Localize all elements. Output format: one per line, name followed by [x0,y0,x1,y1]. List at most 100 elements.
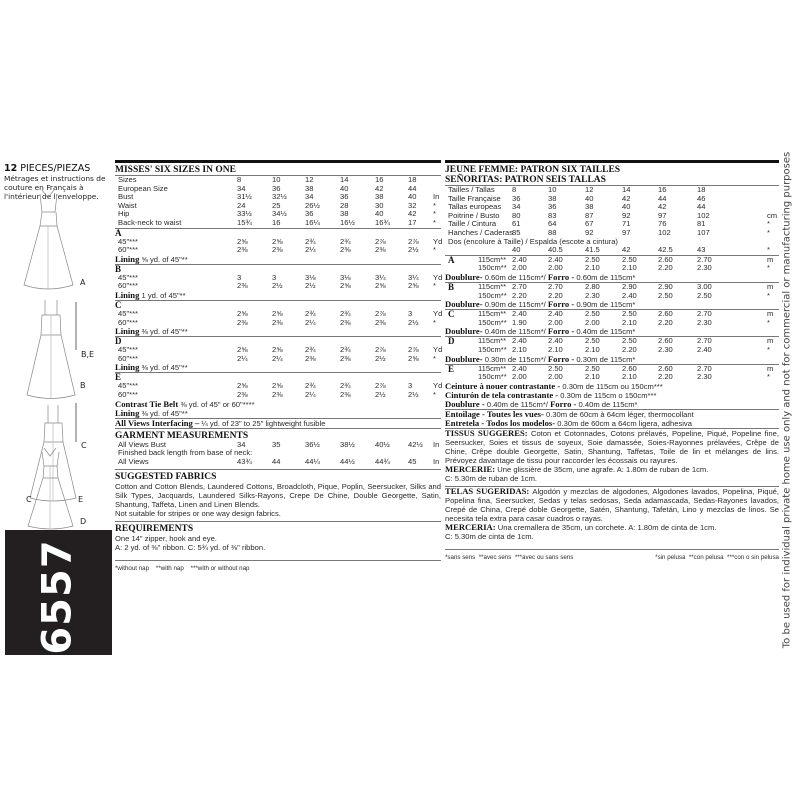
row-value: 43 [697,245,706,255]
row-value: 16 [658,185,667,194]
row-value: 2⅞ [375,345,386,355]
table-row: 150cm** 1.90 2.00 2.00 2.10 2.20 2.30 * [445,317,779,328]
row-value: 2⅜ [237,245,248,255]
row-value: 1.90 [512,317,527,327]
table-row: 150cm** 2.00 2.00 2.10 2.10 2.20 2.30 * [445,372,779,382]
row-value: 2.30 [697,372,712,382]
row-value: 16¼ [305,217,320,227]
row-value: 2.20 [658,263,673,273]
row-value: 2.00 [585,317,600,327]
row-value: 2.70 [548,281,563,291]
row-value: 10 [548,185,557,194]
bold-label: All Views Interfacing – [115,417,202,428]
row-value: 35 [272,439,281,449]
view-letter: E [448,363,455,374]
row-value: 76 [658,219,667,229]
row-unit: Yd [433,236,443,246]
row-value: 42 [408,209,417,219]
table-row: 45"*** 3 3 3⅛ 3⅛ 3¼ 3¼ Yd [115,272,442,283]
row-unit: In [433,192,440,202]
view-label-a: A [80,278,86,287]
row-unit: In [433,456,440,466]
row-value: 16 [375,175,384,184]
row-unit: m [767,336,774,346]
row-value: 2⅜ [375,245,386,255]
garment-measurements: GARMENT MEASUREMENTS All Views Bust 34 35 36… [115,427,441,467]
row-label: Waist [118,200,137,210]
misses-table: MISSES' SIX SIZES IN ONE Sizes 8 10 12 14 16 18… [115,160,443,573]
row-value: 2⅜ [340,317,351,327]
footnote-fr: *sans sens **avec sens ***avec ou sans s… [445,553,574,561]
bold-label: Doublure- [445,299,485,310]
bold-label: Forro - [547,299,577,310]
bold-label: Entoilage - Toutes les vues- [445,408,546,419]
row-label: Hip [118,209,130,219]
row-value: 2.00 [548,263,563,273]
row-value: 3 [272,272,277,282]
text: 0.60m de 115cm*/ [484,272,548,282]
paragraph: MERCERIE: Une glissière de 35cm, une agr… [445,464,779,474]
view-section-a: 115cm** 2.40 2.40 2.50 2.50 2.60 2.70 m A 150cm**… [445,254,779,282]
row-value: 2.90 [622,281,637,291]
section-title: REQUIREMENTS [115,524,194,535]
row-value: 2.40 [697,344,712,354]
row-unit: * [767,372,770,382]
row-value: 92 [585,227,594,237]
table-row: Taille Française 36 38 40 42 44 46 [445,194,779,204]
row-value: 2⅜ [272,389,283,399]
row-label: 150cm** [478,263,507,273]
view-section-a: A 45"*** 2⅝ 2⅝ 2¾ 2¾ 2⅞ 2⅞ Yd 60"*** 2⅜ 2⅜ 2¼ 2⅜ 2⅜ 2½ *… [115,227,443,264]
left-column: 12 PIECES/PIEZAS Métrages et instruction… [4,163,116,201]
table-row: Back-neck to waist 15¾ 16 16¼ 16½ 16¾ 17 * [115,217,441,228]
row-unit: m [767,254,774,264]
section-title: SUGGESTED FABRICS [115,472,217,483]
row-value: 38 [375,192,384,202]
row-label: 60"*** [118,317,139,327]
view-letter: A [448,254,455,265]
row-value: 2.10 [622,263,637,273]
row-label: Poitrine / Busto [448,210,500,220]
row-value: 2⅞ [375,381,386,391]
row-value: 2¼ [305,389,316,399]
view-section-d: D 45"*** 2⅝ 2⅝ 2¾ 2¾ 2⅞ 2⅞ Yd 60"*** 2¼ 2¼ 2⅜ 2⅜ 2½ 2⅝ *… [115,336,443,372]
view-drawings: A B,E B C C E [23,190,94,504]
pieces-heading: 12 PIECES/PIEZAS [4,163,116,174]
interfacing-section: Entoilage - Toutes les vues- 0.30m de 60… [445,408,779,428]
row-value: 2⅝ [375,281,386,291]
row-value: 36½ [305,439,320,449]
table-row: 45"*** 2⅝ 2⅝ 2¾ 2¾ 2⅞ 2⅞ Yd [115,236,443,247]
row-value: 44¾ [375,456,390,466]
row-unit: Yd [433,345,443,355]
row-value: 3 [408,381,413,391]
row-value: 92 [622,210,631,220]
row-value: 38 [340,209,349,219]
row-unit: Yd [433,308,443,318]
table-row: All Views Bust 34 35 36½ 38½ 40½ 42½ In [115,439,441,450]
row-value: 2⅝ [237,381,248,391]
row-value: 67 [585,219,594,229]
row-value: 2½ [408,317,419,327]
row-label: 45"*** [118,272,139,282]
row-unit: * [433,217,436,227]
row-value: 2.10 [585,344,600,354]
footnotes: *sans sens **avec sens ***avec ou sans s… [445,548,779,562]
row-value: 40.5 [548,245,563,255]
yardage-note: Contrast Tie Belt ⅜ yd. of 45" or 60"***… [115,399,441,409]
row-value: 88 [548,227,557,237]
french-fabrics-notions: TISSUS SUGGERES: Coton et Cotonnades, Co… [445,427,779,483]
row-label: Sizes [118,175,137,184]
table-title: MISSES' SIX SIZES IN ONE [115,163,441,176]
row-value: 8 [237,175,242,184]
text: ⅜ yd. of 45"** [141,327,188,337]
row-value: 34½ [272,209,287,219]
row-value: 3⅛ [305,272,316,282]
table-title-fr: JEUNE FEMME: PATRON SIX TAILLES [445,165,621,175]
table-row: 115cm** 2.70 2.70 2.80 2.90 2.90 3.00 m B [445,281,779,292]
row-label: 115cm** [478,336,507,346]
row-value: 2.70 [697,363,712,373]
text: 0.40m de 115cm*/ [484,327,548,337]
row-label: 115cm** [478,309,507,319]
section-title: GARMENT MEASUREMENTS [115,430,249,441]
row-value: 15¾ [237,217,252,227]
pieces-count: 12 [4,163,18,174]
